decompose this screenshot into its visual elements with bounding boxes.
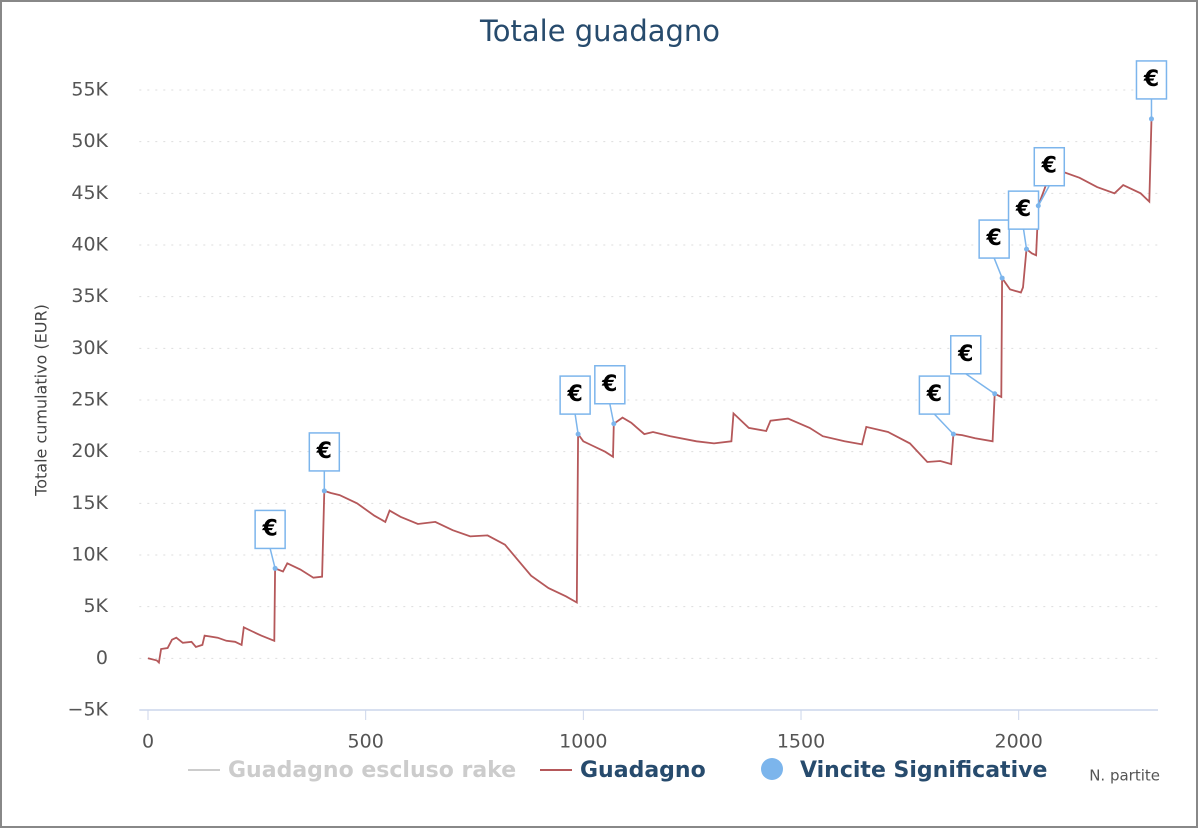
win-flag: €: [1033, 146, 1066, 207]
flag-connector: [574, 413, 579, 435]
y-tick-label: 50K: [71, 130, 108, 152]
flag-connector: [993, 257, 1003, 279]
x-axis-title: N. partite: [1089, 767, 1160, 785]
flag-box: [949, 335, 982, 375]
y-tick-label: 25K: [71, 389, 108, 411]
flag-connector: [1022, 229, 1028, 250]
win-flag: €: [949, 335, 996, 395]
flag-box: [1007, 190, 1040, 230]
legend-symbol: [761, 758, 783, 780]
flag-box: [308, 432, 341, 472]
y-tick-label: 55K: [71, 79, 108, 101]
x-tick-label: 1500: [777, 731, 825, 753]
x-tick-label: 500: [348, 731, 384, 753]
x-tick-label: 0: [142, 731, 154, 753]
win-flag: €: [254, 509, 286, 569]
y-tick-label: 45K: [71, 182, 108, 204]
y-tick-label: 35K: [71, 285, 108, 307]
flag-label: €: [261, 516, 277, 541]
flag-box: [978, 219, 1010, 259]
flag-connector: [1037, 185, 1050, 207]
flag-label: €: [566, 382, 582, 407]
legend-label[interactable]: Guadagno: [580, 758, 706, 783]
flag-connector: [269, 548, 276, 569]
flag-connector: [609, 403, 615, 424]
win-point: [321, 488, 327, 494]
flag-label: €: [601, 372, 617, 397]
win-point: [992, 391, 998, 397]
y-tick-label: 40K: [71, 234, 108, 256]
flag-label: €: [1143, 67, 1159, 92]
flag-label: €: [316, 439, 332, 464]
win-point: [1148, 116, 1154, 122]
flag-connector: [933, 413, 954, 435]
win-point: [1024, 246, 1030, 252]
y-tick-label: −5K: [68, 699, 109, 721]
flag-box: [254, 509, 286, 550]
win-flag: €: [1007, 190, 1040, 250]
flag-box: [594, 365, 626, 405]
y-tick-label: 10K: [71, 544, 108, 566]
win-point: [272, 565, 278, 571]
win-point: [1035, 203, 1041, 209]
y-axis-title: Totale cumulativo (EUR): [32, 304, 51, 497]
win-flag: €: [918, 375, 954, 435]
flag-box: [918, 375, 951, 415]
flag-connector: [965, 373, 996, 395]
win-point: [611, 421, 617, 427]
win-flag: €: [978, 219, 1010, 279]
legend-label[interactable]: Vincite Significative: [800, 758, 1047, 783]
flag-box: [1033, 146, 1066, 187]
legend-label[interactable]: Guadagno escluso rake: [228, 758, 516, 783]
y-tick-label: 20K: [71, 440, 108, 462]
win-flag: €: [594, 365, 626, 424]
flag-label: €: [957, 342, 973, 367]
flag-box: [559, 375, 591, 415]
win-flag: €: [308, 432, 341, 491]
x-tick-label: 2000: [995, 731, 1043, 753]
win-point: [999, 275, 1005, 281]
y-tick-label: 30K: [71, 337, 108, 359]
win-point: [575, 431, 581, 437]
x-tick-label: 1000: [559, 731, 607, 753]
y-tick-label: 5K: [83, 595, 108, 617]
flag-label: €: [926, 382, 942, 407]
y-tick-label: 15K: [71, 492, 108, 514]
y-tick-label: 0: [96, 647, 108, 669]
data-line: [147, 118, 1153, 665]
win-flag: €: [559, 375, 591, 435]
flag-label: €: [1015, 197, 1031, 222]
chart-title: Totale guadagno: [479, 14, 720, 48]
win-flag: €: [1135, 60, 1168, 119]
flag-label: €: [1041, 154, 1057, 179]
flag-label: €: [985, 226, 1001, 251]
flag-box: [1135, 60, 1168, 100]
win-point: [950, 431, 956, 437]
